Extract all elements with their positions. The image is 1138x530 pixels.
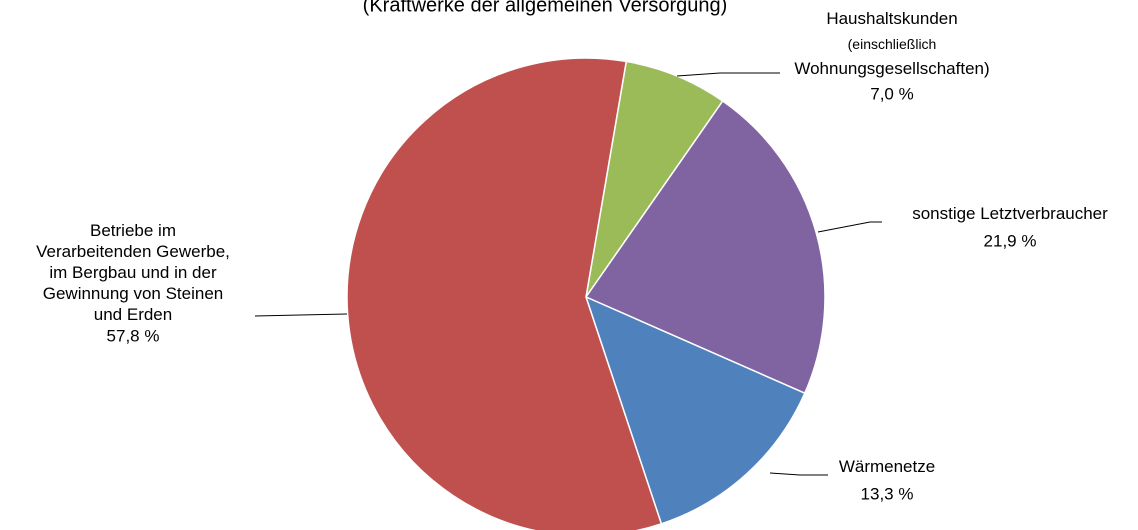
label-line: (einschließlich bbox=[848, 36, 937, 52]
label-line: Haushaltskunden bbox=[826, 9, 957, 28]
label-line: Verarbeitenden Gewerbe, bbox=[36, 242, 230, 261]
value-label: 7,0 % bbox=[870, 84, 913, 103]
pie-slice bbox=[584, 295, 806, 525]
leader-line bbox=[676, 72, 780, 77]
value-label: 13,3 % bbox=[861, 484, 914, 503]
label-line: Wärmenetze bbox=[839, 457, 935, 476]
label-line: Wohnungsgesellschaften) bbox=[794, 59, 989, 78]
slice-label: Wärmenetze bbox=[839, 457, 935, 476]
pie-slice bbox=[346, 57, 663, 530]
label-line: Betriebe im bbox=[90, 221, 176, 240]
pie-slice bbox=[585, 60, 724, 298]
leader-line bbox=[769, 472, 828, 476]
label-line: und Erden bbox=[94, 305, 172, 324]
value-label: 21,9 % bbox=[984, 231, 1037, 250]
label-line: sonstige Letztverbraucher bbox=[912, 204, 1108, 223]
value-label: 57,8 % bbox=[107, 326, 160, 345]
pie-slice bbox=[584, 99, 826, 395]
label-line: im Bergbau und in der bbox=[49, 263, 217, 282]
label-line: Gewinnung von Steinen bbox=[43, 284, 224, 303]
slice-label: sonstige Letztverbraucher bbox=[912, 204, 1108, 223]
leader-line bbox=[254, 313, 348, 317]
leader-line bbox=[817, 221, 882, 233]
slice-label: Betriebe im Verarbeitenden Gewerbe, im Ber… bbox=[36, 221, 230, 324]
chart-subtitle: (Kraftwerke der allgemeinen Versorgung) bbox=[363, 0, 728, 16]
slice-label: Haushaltskunden (einschließlich Wohnungsge… bbox=[794, 9, 989, 78]
